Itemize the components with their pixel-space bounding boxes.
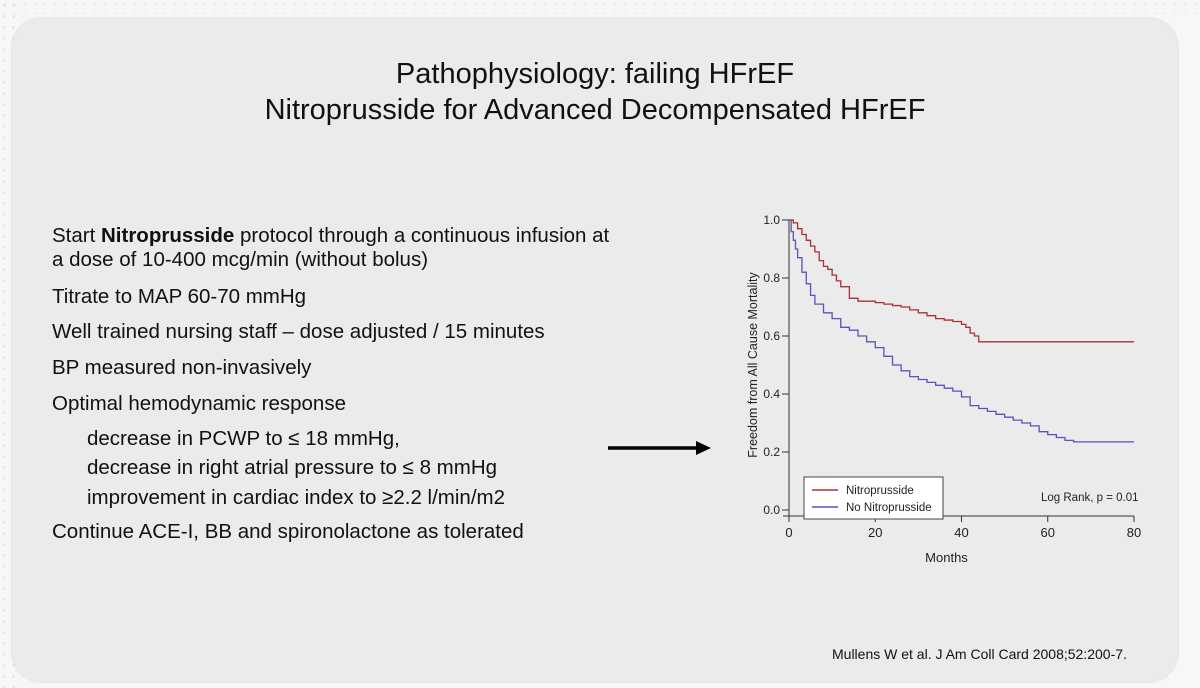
legend-label: No Nitroprusside: [846, 502, 932, 514]
slide-title: Pathophysiology: failing HFrEF: [395, 58, 795, 90]
x-tick-label: 80: [1127, 525, 1141, 540]
log-rank-annotation: Log Rank, p = 0.01: [1041, 492, 1139, 504]
x-tick-label: 0: [785, 525, 792, 540]
bullet-continue-meds: Continue ACE-I, BB and spironolactone as…: [52, 520, 524, 543]
bullet-text: Start: [52, 224, 101, 247]
y-tick-label: 0.8: [763, 271, 780, 285]
bullet-nursing-staff: Well trained nursing staff – dose adjust…: [52, 320, 545, 343]
background-dot-pattern-top: [0, 0, 1200, 14]
bullet-bp-measured: BP measured non-invasively: [52, 356, 312, 379]
y-tick-label: 0.6: [763, 329, 780, 343]
sub-bullet-pcwp: decrease in PCWP to ≤ 18 mmHg,: [87, 427, 400, 450]
bullet-start-nitroprusside: Start Nitroprusside protocol through a c…: [52, 224, 609, 248]
bullet-hemodynamic-response: Optimal hemodynamic response: [52, 392, 346, 415]
x-tick-label: 40: [954, 525, 968, 540]
right-arrow-icon: [608, 441, 711, 455]
survival-chart: 0.0 0.2 0.4 0.6 0.8 1.0 0 20 40 60 80 Months Freedom…: [746, 213, 1141, 565]
slide-subtitle: Nitroprusside for Advanced Decompensated…: [264, 94, 926, 126]
bullet-dose-line: a dose of 10-400 mcg/min (without bolus): [52, 248, 429, 271]
legend-label: Nitroprusside: [846, 485, 914, 497]
series-line-nitroprusside: [789, 219, 1134, 343]
bullet-bold-term: Nitroprusside: [101, 224, 235, 247]
bullet-text: protocol through a continuous infusion a…: [234, 224, 610, 247]
x-axis-label: Months: [925, 550, 968, 565]
series-line-no-nitroprusside: [789, 219, 1134, 443]
x-tick-label: 20: [868, 525, 882, 540]
y-tick-label: 0.4: [763, 387, 780, 401]
sub-bullet-right-atrial: decrease in right atrial pressure to ≤ 8…: [87, 456, 498, 479]
legend-box: [803, 476, 944, 520]
y-tick-label: 1.0: [763, 213, 780, 227]
slide: Pathophysiology: failing HFrEF Nitroprus…: [12, 18, 1178, 682]
sub-bullet-cardiac-index: improvement in cardiac index to ≥2.2 l/m…: [87, 486, 506, 509]
bullet-titrate: Titrate to MAP 60-70 mmHg: [52, 285, 307, 308]
citation: Mullens W et al. J Am Coll Card 2008;52:…: [832, 646, 1127, 662]
y-tick-label: 0.2: [763, 445, 780, 459]
y-tick-label: 0.0: [763, 503, 780, 517]
y-axis-label: Freedom from All Cause Mortality: [746, 272, 760, 458]
x-tick-label: 60: [1041, 525, 1055, 540]
